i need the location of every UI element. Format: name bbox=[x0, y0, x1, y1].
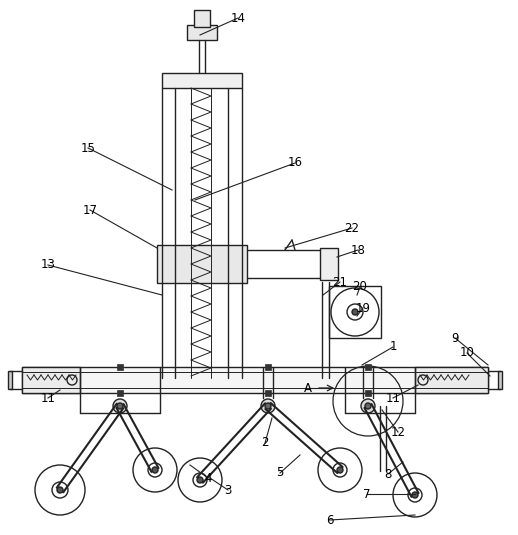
Bar bbox=[320, 248, 338, 280]
Circle shape bbox=[365, 403, 371, 409]
Bar bbox=[265, 364, 271, 370]
Bar bbox=[365, 364, 371, 370]
Text: A: A bbox=[304, 381, 312, 394]
Text: 20: 20 bbox=[353, 280, 367, 294]
Circle shape bbox=[117, 403, 123, 409]
Circle shape bbox=[197, 477, 203, 483]
Circle shape bbox=[152, 467, 158, 473]
Bar bbox=[415, 367, 488, 393]
Text: 21: 21 bbox=[333, 276, 348, 288]
Text: 12: 12 bbox=[391, 425, 406, 439]
Circle shape bbox=[265, 403, 271, 409]
Bar bbox=[157, 245, 247, 283]
Circle shape bbox=[337, 467, 343, 473]
Bar bbox=[194, 10, 210, 27]
Circle shape bbox=[57, 487, 63, 493]
Circle shape bbox=[352, 309, 358, 315]
Circle shape bbox=[412, 492, 418, 498]
Text: 5: 5 bbox=[276, 467, 284, 479]
Text: 13: 13 bbox=[40, 258, 55, 271]
Bar bbox=[117, 364, 123, 370]
Text: 2: 2 bbox=[261, 437, 269, 449]
Bar bbox=[187, 25, 217, 40]
Text: 22: 22 bbox=[344, 221, 359, 234]
Text: 14: 14 bbox=[231, 11, 246, 25]
Bar bbox=[22, 367, 80, 393]
Text: 19: 19 bbox=[355, 302, 370, 315]
Bar bbox=[8, 371, 12, 389]
Bar bbox=[265, 390, 271, 396]
Text: 17: 17 bbox=[82, 203, 97, 217]
Text: 1: 1 bbox=[389, 340, 397, 354]
Text: 4: 4 bbox=[204, 471, 212, 485]
Circle shape bbox=[113, 399, 127, 413]
Bar bbox=[498, 371, 502, 389]
Text: 11: 11 bbox=[40, 392, 55, 404]
Bar bbox=[162, 73, 242, 88]
Text: 3: 3 bbox=[224, 484, 232, 496]
Circle shape bbox=[361, 399, 375, 413]
Text: 16: 16 bbox=[287, 157, 303, 170]
Text: 11: 11 bbox=[385, 392, 400, 404]
Circle shape bbox=[261, 399, 275, 413]
Text: 18: 18 bbox=[351, 243, 365, 256]
Bar bbox=[365, 390, 371, 396]
Text: 8: 8 bbox=[384, 468, 392, 480]
Text: 9: 9 bbox=[451, 332, 459, 345]
Bar bbox=[22, 367, 488, 393]
Text: 10: 10 bbox=[459, 347, 474, 360]
Text: 15: 15 bbox=[81, 141, 95, 155]
Bar bbox=[329, 286, 381, 338]
Text: 6: 6 bbox=[326, 514, 334, 526]
Text: 7: 7 bbox=[363, 487, 371, 501]
Bar bbox=[117, 390, 123, 396]
